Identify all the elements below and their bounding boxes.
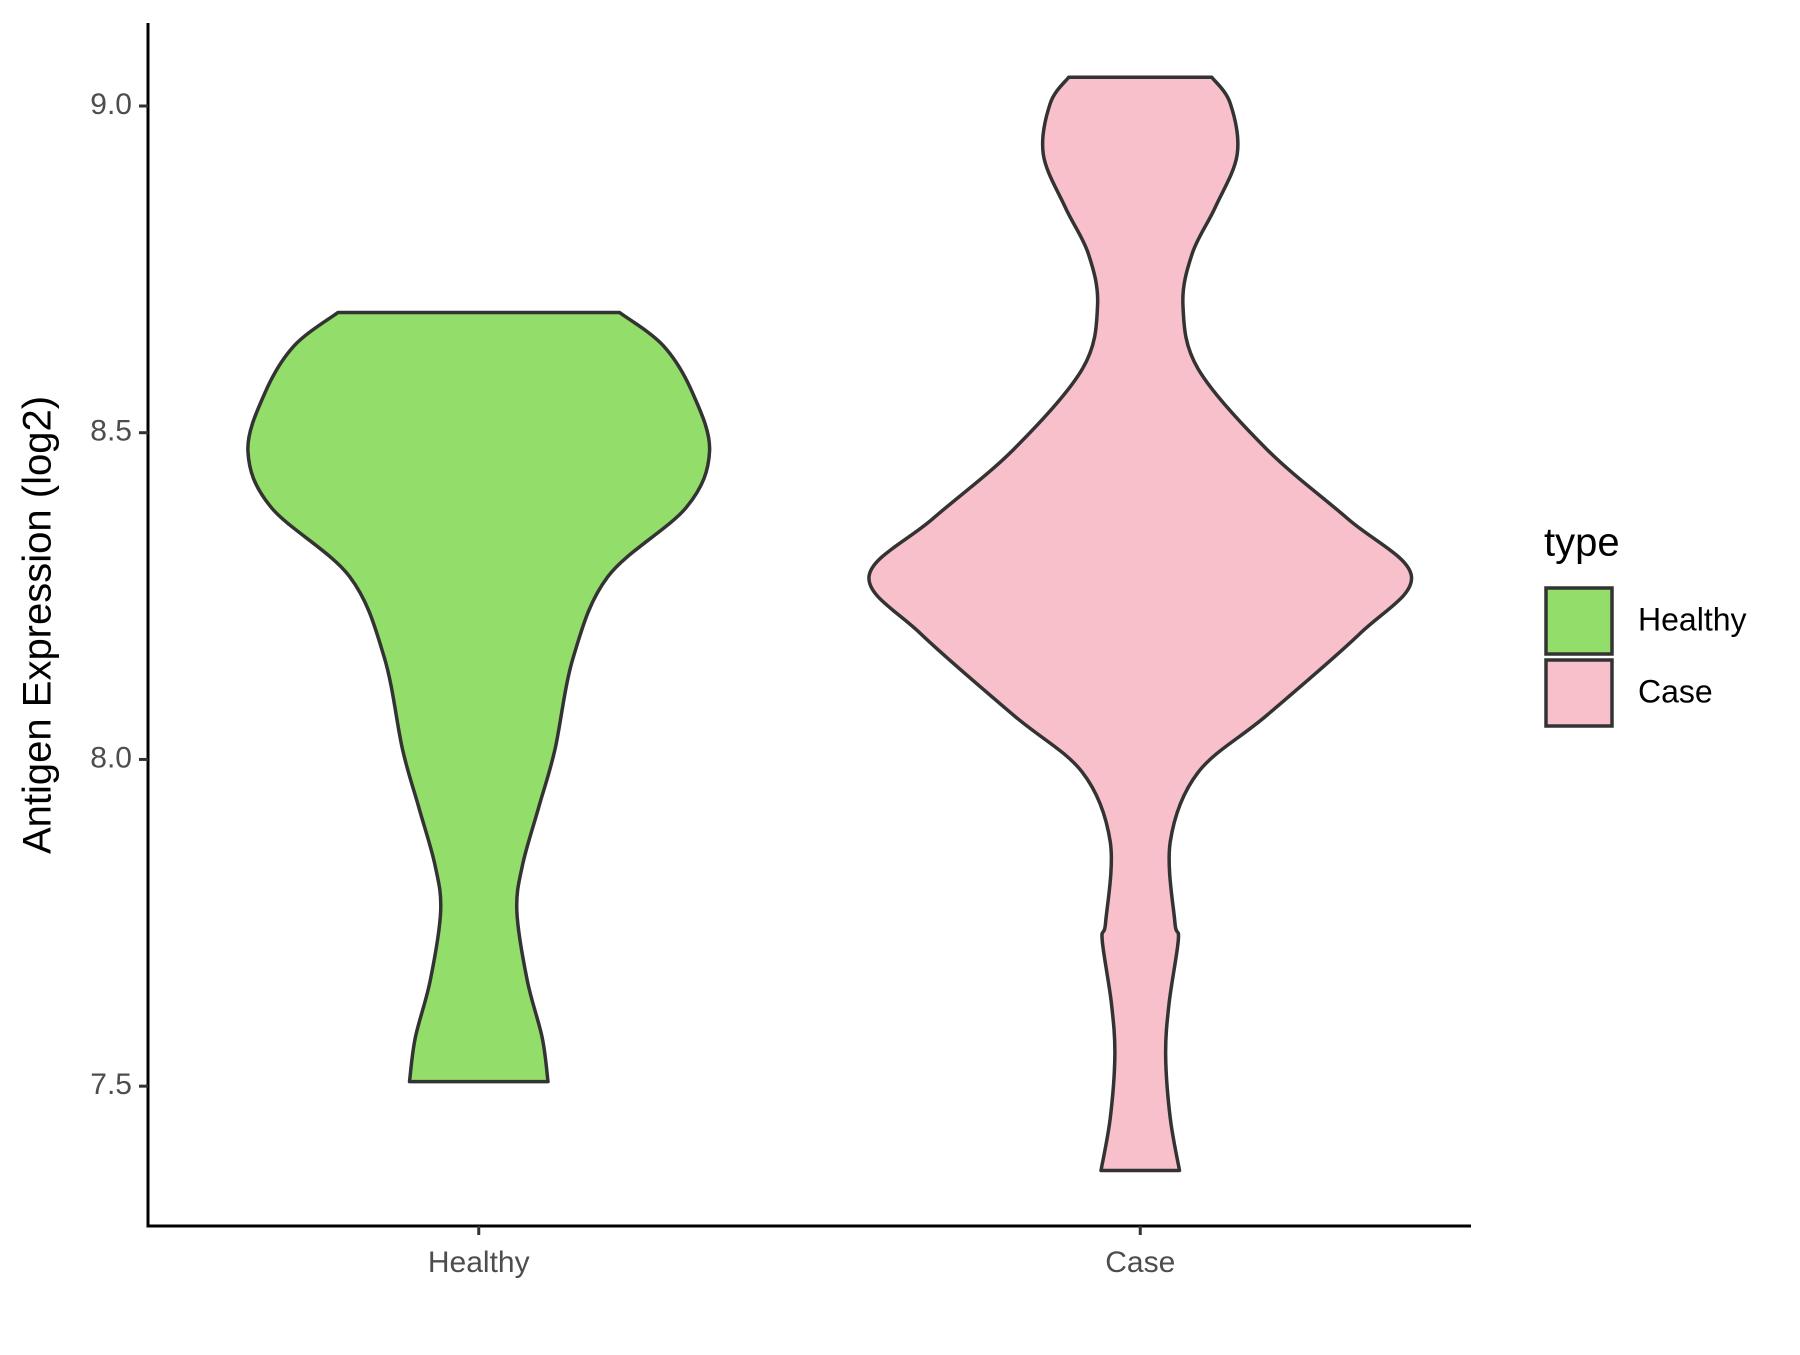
y-tick-label: 8.5 (90, 415, 132, 448)
violin (246, 310, 712, 1084)
y-tick-label: 7.5 (90, 1068, 132, 1101)
y-axis-title: Antigen Expression (log2) (16, 396, 60, 854)
legend-label: Healthy (1638, 601, 1747, 637)
y-tick-label: 9.0 (90, 88, 132, 121)
x-tick-label: Healthy (428, 1246, 530, 1279)
legend-label: Case (1638, 673, 1713, 709)
legend-key (1544, 586, 1614, 656)
violin (867, 75, 1414, 1173)
legend-title: type (1544, 521, 1620, 565)
legend-key (1544, 658, 1614, 728)
y-tick-label: 8.0 (90, 741, 132, 774)
x-tick-label: Case (1105, 1246, 1175, 1279)
